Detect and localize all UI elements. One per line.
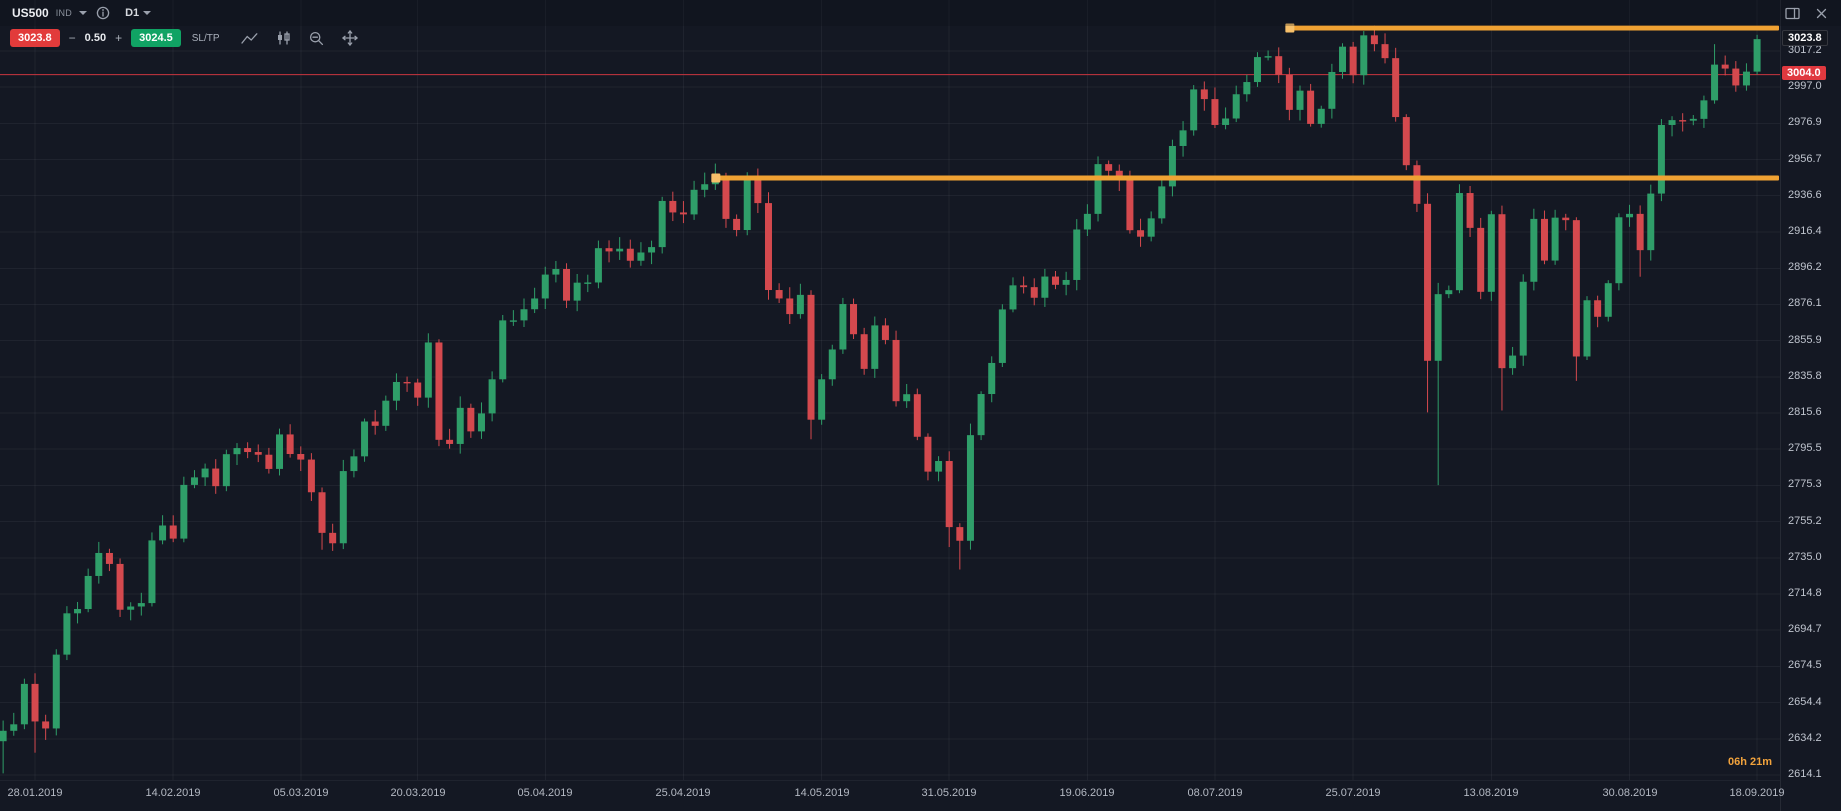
date-tick-label: 13.08.2019 — [1463, 787, 1519, 799]
price-tick-label: 3017.2 — [1788, 44, 1822, 56]
timeframe-button[interactable]: D1 — [125, 7, 152, 19]
timeframe-label: D1 — [125, 7, 140, 19]
instrument-type-label: IND — [55, 8, 73, 18]
symbol-name[interactable]: US500 — [12, 6, 49, 20]
date-tick-label: 25.07.2019 — [1325, 787, 1381, 799]
last-price-badge: 3023.8 — [1782, 30, 1828, 46]
date-tick-label: 05.03.2019 — [273, 787, 329, 799]
candlestick-series — [0, 25, 1761, 774]
chart-topbar: US500 IND D1 — [0, 0, 1841, 26]
panel-icon[interactable] — [1783, 5, 1802, 22]
price-tick-label: 2876.1 — [1788, 297, 1822, 309]
price-tick-label: 2755.2 — [1788, 515, 1822, 527]
resistance-line[interactable] — [715, 175, 1779, 181]
price-tick-label: 2997.0 — [1788, 80, 1822, 92]
date-tick-label: 14.02.2019 — [145, 787, 201, 799]
date-tick-label: 18.09.2019 — [1729, 787, 1785, 799]
price-tick-label: 2936.6 — [1788, 189, 1822, 201]
date-tick-label: 05.04.2019 — [517, 787, 573, 799]
resistance-line-handle[interactable] — [711, 173, 721, 183]
price-tick-label: 2835.8 — [1788, 370, 1822, 382]
chart-tool-icons — [239, 28, 360, 48]
date-tick-label: 28.01.2019 — [7, 787, 63, 799]
date-tick-label: 25.04.2019 — [655, 787, 711, 799]
price-tick-label: 2956.7 — [1788, 153, 1822, 165]
candle-countdown: 06h 21m — [1727, 756, 1772, 768]
symbol-dropdown-caret-icon[interactable] — [79, 11, 88, 15]
resistance-line[interactable] — [1289, 25, 1779, 31]
timeframe-caret-icon — [143, 11, 152, 15]
volume-value[interactable]: 0.50 — [84, 32, 107, 44]
buy-button[interactable]: 3024.5 — [131, 29, 181, 47]
candlestick-chart-canvas[interactable] — [0, 0, 1780, 811]
price-tick-label: 2654.4 — [1788, 696, 1822, 708]
candlestick-icon[interactable] — [274, 29, 293, 47]
volume-decrease-button[interactable]: − — [68, 31, 76, 45]
price-tick-label: 2976.9 — [1788, 116, 1822, 128]
price-tick-label: 2795.5 — [1788, 442, 1822, 454]
date-tick-label: 30.08.2019 — [1602, 787, 1658, 799]
price-tick-label: 2714.8 — [1788, 587, 1822, 599]
price-tick-label: 2855.9 — [1788, 334, 1822, 346]
volume-increase-button[interactable]: + — [115, 31, 123, 45]
price-tick-label: 2896.2 — [1788, 261, 1822, 273]
price-tick-label: 2634.2 — [1788, 732, 1822, 744]
resistance-line-handle[interactable] — [1285, 23, 1295, 33]
price-tick-label: 2614.1 — [1788, 768, 1822, 780]
sltp-button[interactable]: SL/TP — [191, 32, 220, 44]
close-icon[interactable] — [1814, 6, 1829, 21]
date-tick-label: 08.07.2019 — [1187, 787, 1243, 799]
trendline-icon[interactable] — [239, 30, 260, 47]
time-axis[interactable]: 28.01.2019 14.02.2019 05.03.2019 20.03.2019… — [0, 780, 1785, 811]
price-tick-label: 2916.4 — [1788, 225, 1822, 237]
zoom-out-icon[interactable] — [307, 29, 326, 48]
price-tick-label: 2815.6 — [1788, 406, 1822, 418]
info-icon[interactable] — [94, 4, 112, 22]
chart-grid — [0, 0, 1780, 780]
date-tick-label: 19.06.2019 — [1059, 787, 1115, 799]
price-tick-label: 2735.0 — [1788, 551, 1822, 563]
date-tick-label: 14.05.2019 — [794, 787, 850, 799]
price-tick-label: 2775.3 — [1788, 478, 1822, 490]
trade-toolbar: 3023.8 − 0.50 + 3024.5 SL/TP — [10, 28, 360, 48]
price-tick-label: 2674.5 — [1788, 659, 1822, 671]
date-tick-label: 31.05.2019 — [921, 787, 977, 799]
crosshair-icon[interactable] — [340, 28, 360, 48]
price-axis[interactable]: 3017.2 2997.0 2976.9 2956.7 2936.6 2916.4 2896… — [1780, 0, 1841, 811]
price-tick-label: 2694.7 — [1788, 623, 1822, 635]
date-tick-label: 20.03.2019 — [390, 787, 446, 799]
alert-price-badge: 3004.0 — [1782, 66, 1826, 80]
sell-button[interactable]: 3023.8 — [10, 29, 60, 47]
